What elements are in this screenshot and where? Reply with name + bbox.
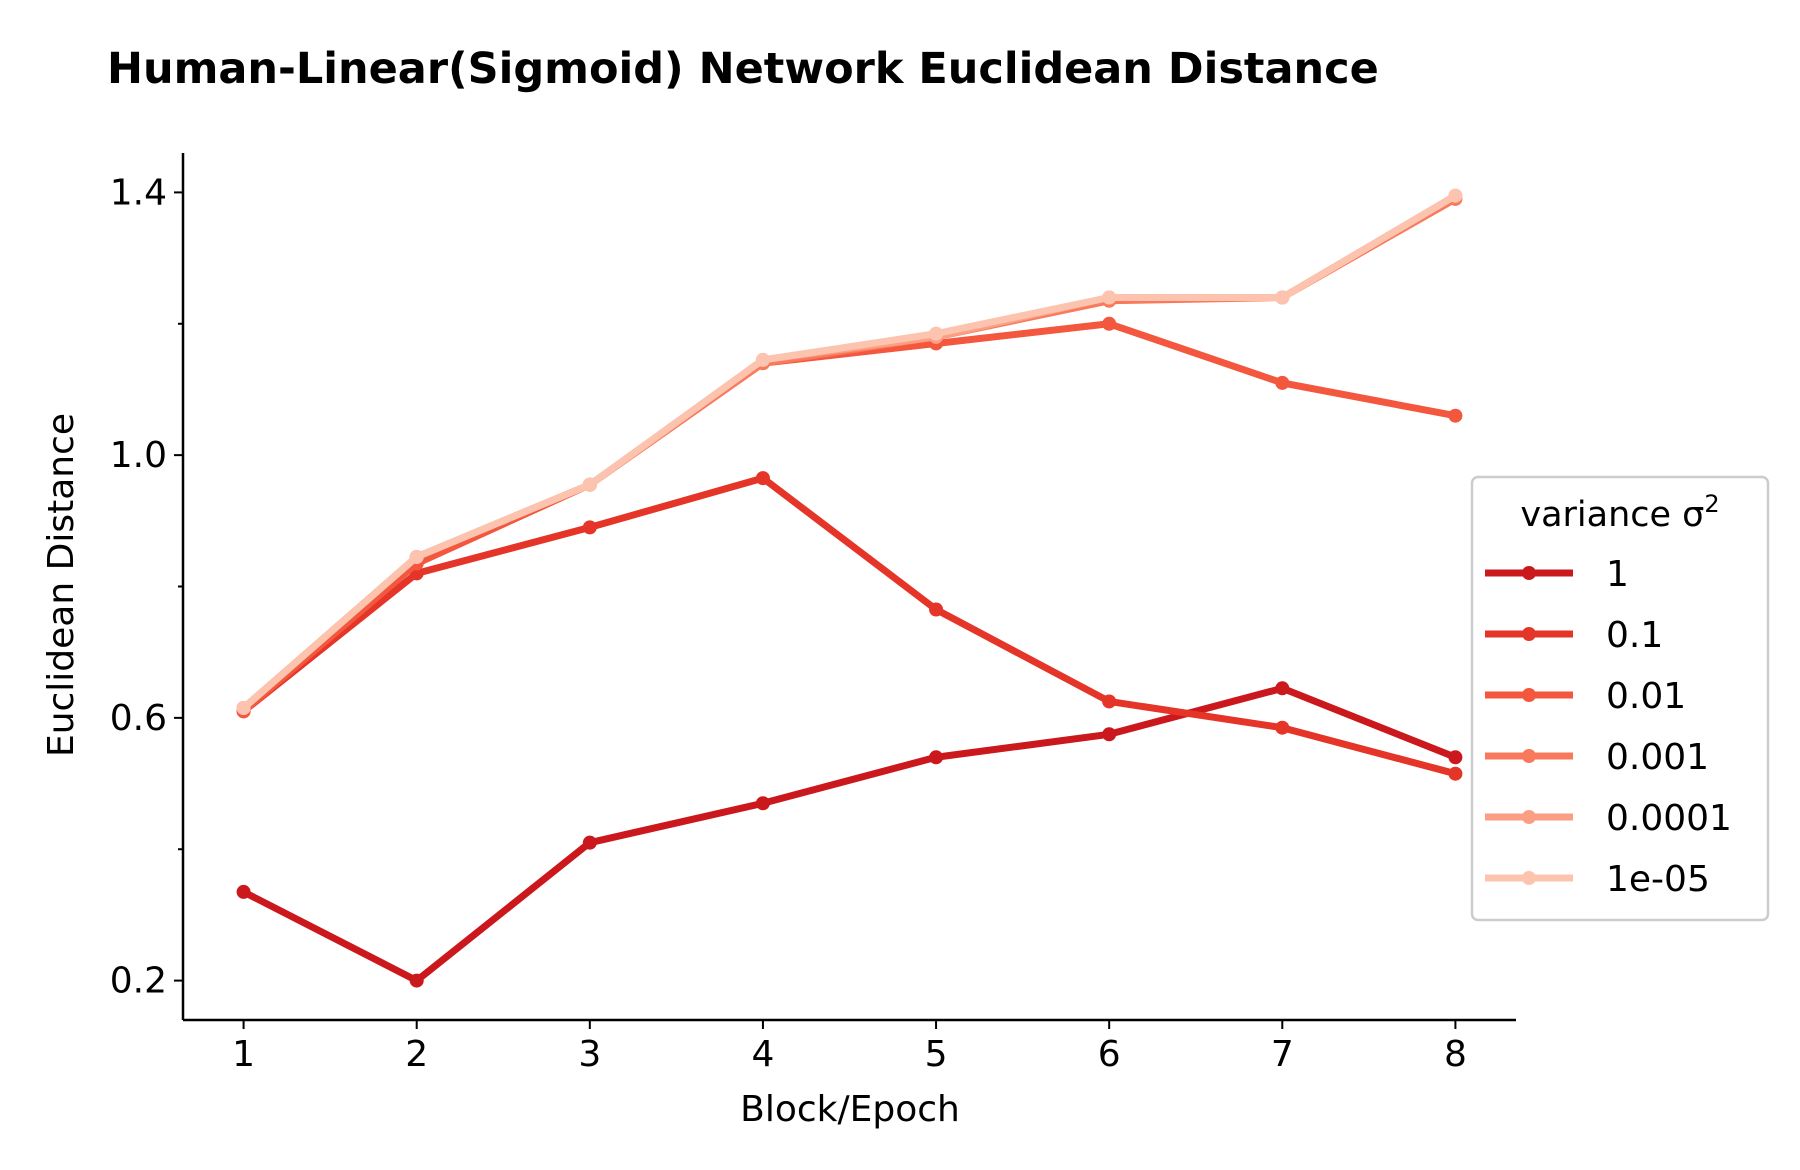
data-point [409, 549, 424, 564]
series-line [240, 320, 1459, 715]
data-point [582, 477, 597, 492]
x-axis-label: Block/Epoch [740, 1089, 960, 1130]
data-point [1102, 290, 1117, 305]
data-point [582, 520, 597, 535]
data-point [755, 796, 770, 811]
series-1e-05 [236, 188, 1463, 716]
legend: variance σ2 1 0.1 0.01 0.001 0.0001 1e-05 [1470, 475, 1770, 922]
x-tick-label: 1 [232, 1034, 255, 1075]
axes: 1 2 3 4 5 6 7 8 0.2 0.6 1.0 1.4 [110, 153, 1516, 1075]
legend-label: 0.01 [1606, 676, 1686, 717]
y-tick-label: 1.0 [110, 435, 167, 476]
legend-marker [1522, 749, 1536, 763]
data-point [236, 701, 251, 716]
series-0.01 [236, 316, 1463, 719]
legend-label: 0.001 [1606, 737, 1709, 778]
data-point [929, 602, 944, 617]
chart-title: Human-Linear(Sigmoid) Network Euclidean … [107, 44, 1379, 94]
legend-marker [1522, 688, 1536, 702]
legend-item: 0.001 [1485, 737, 1709, 778]
series-0.001 [236, 191, 1463, 716]
legend-items: 1 0.1 0.01 0.001 0.0001 1e-05 [1485, 554, 1732, 900]
legend-item: 0.01 [1485, 676, 1686, 717]
x-tick-label: 3 [578, 1034, 601, 1075]
data-point [1102, 727, 1117, 742]
legend-marker [1522, 871, 1536, 885]
legend-title-superscript: 2 [1704, 490, 1719, 518]
legend-label: 0.0001 [1606, 798, 1732, 839]
legend-item: 0.1 [1485, 615, 1663, 656]
legend-item: 1e-05 [1485, 859, 1710, 900]
data-point [1102, 694, 1117, 709]
series-line [240, 195, 1459, 712]
data-point [755, 471, 770, 486]
series-layer [236, 188, 1463, 988]
data-point [1448, 188, 1463, 203]
x-tick-label: 4 [751, 1034, 774, 1075]
legend-marker [1522, 627, 1536, 641]
legend-label: 1e-05 [1606, 859, 1710, 900]
legend-label: 1 [1606, 554, 1629, 595]
y-tick-label: 1.4 [110, 172, 167, 213]
data-point [1275, 681, 1290, 696]
data-point [755, 352, 770, 367]
data-point [582, 835, 597, 850]
data-point [1275, 375, 1290, 390]
x-tick-label: 8 [1444, 1034, 1467, 1075]
series-line [240, 684, 1459, 985]
x-tick-label: 7 [1271, 1034, 1294, 1075]
series-line [240, 474, 1459, 778]
legend-frame [1470, 475, 1770, 922]
legend-marker [1522, 810, 1536, 824]
data-point [1275, 720, 1290, 735]
y-tick-label: 0.6 [110, 698, 167, 739]
data-point [1448, 766, 1463, 781]
y-tick-label: 0.2 [110, 961, 167, 1002]
data-point [1275, 290, 1290, 305]
series-0.1 [236, 471, 1463, 781]
legend-title: variance σ2 [1520, 490, 1719, 535]
data-point [1448, 750, 1463, 765]
series-1 [236, 681, 1463, 988]
data-point [929, 326, 944, 341]
legend-marker [1522, 566, 1536, 580]
data-point [1448, 408, 1463, 423]
legend-item: 1 [1485, 554, 1629, 595]
series-line [240, 192, 1459, 712]
data-point [1102, 316, 1117, 331]
x-tick-label: 5 [925, 1034, 948, 1075]
legend-item: 0.0001 [1485, 798, 1732, 839]
x-tick-label: 6 [1098, 1034, 1121, 1075]
series-line [240, 192, 1459, 712]
y-axis-label: Euclidean Distance [41, 413, 82, 757]
data-point [409, 973, 424, 988]
data-point [236, 884, 251, 899]
legend-label: 0.1 [1606, 615, 1663, 656]
series-0.0001 [236, 188, 1463, 716]
x-tick-label: 2 [405, 1034, 428, 1075]
data-point [929, 750, 944, 765]
